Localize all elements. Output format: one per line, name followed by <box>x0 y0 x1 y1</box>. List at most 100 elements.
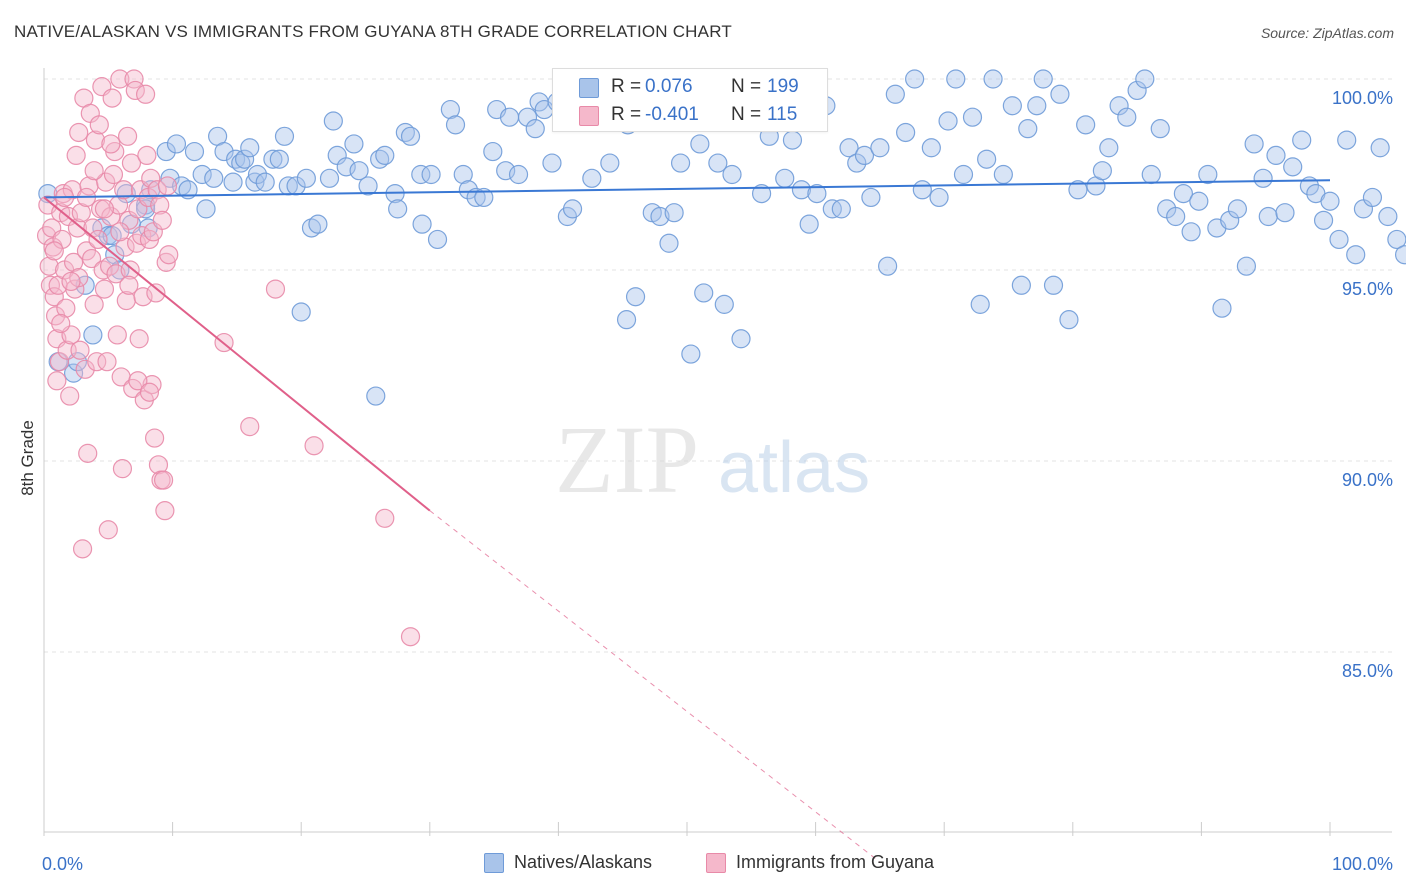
point-guyana <box>139 382 160 402</box>
point-natives <box>235 149 255 169</box>
x-tick-label: 0.0% <box>42 854 83 874</box>
point-natives <box>160 168 180 188</box>
point-natives <box>358 176 378 196</box>
point-guyana <box>114 180 134 200</box>
point-guyana <box>141 168 161 188</box>
point-natives <box>412 214 432 234</box>
point-guyana <box>112 459 133 479</box>
point-guyana <box>97 352 117 372</box>
point-natives <box>708 153 728 173</box>
point-natives <box>269 149 289 169</box>
point-natives <box>427 229 448 250</box>
point-natives <box>885 84 905 104</box>
stats-box: R = 0.076 N = 199 R = -0.401 N = 115 <box>552 68 828 132</box>
point-natives <box>1173 184 1193 204</box>
point-natives <box>1198 164 1218 185</box>
point-guyana <box>94 279 115 299</box>
point-natives <box>775 168 795 188</box>
point-natives <box>421 164 441 185</box>
point-natives <box>400 126 421 146</box>
point-guyana <box>47 371 67 391</box>
point-natives <box>1109 96 1129 116</box>
natives-legend-swatch-icon <box>484 853 504 873</box>
point-natives <box>1227 199 1248 219</box>
point-guyana <box>89 115 109 135</box>
point-guyana <box>78 443 98 463</box>
trend-lines <box>43 179 1331 863</box>
point-natives <box>1189 191 1209 211</box>
n-value: 199 <box>767 76 799 97</box>
point-natives <box>517 107 538 127</box>
point-natives <box>1370 138 1390 158</box>
point-natives <box>1135 69 1155 89</box>
point-natives <box>370 149 390 169</box>
point-natives <box>1236 256 1257 276</box>
point-natives <box>562 199 583 219</box>
point-guyana <box>44 241 64 261</box>
point-natives <box>166 134 187 154</box>
point-natives <box>296 168 316 188</box>
point-natives <box>135 199 156 219</box>
data-points <box>36 69 1406 647</box>
point-natives <box>582 168 602 188</box>
point-natives <box>1099 138 1119 158</box>
point-natives <box>714 294 734 314</box>
point-natives <box>670 153 691 173</box>
point-guyana <box>159 245 179 265</box>
point-guyana <box>60 386 80 406</box>
point-guyana <box>56 298 76 318</box>
point-guyana <box>375 508 395 528</box>
point-natives <box>388 199 408 219</box>
n-label: N = <box>731 76 762 97</box>
point-guyana <box>129 329 149 349</box>
point-guyana <box>153 470 174 490</box>
point-guyana <box>110 222 130 242</box>
point-guyana <box>39 256 59 276</box>
point-guyana <box>152 210 172 230</box>
point-natives <box>751 184 772 204</box>
point-natives <box>1166 206 1186 227</box>
stats-row-natives: R = 0.076 N = 199 <box>553 72 827 100</box>
point-natives <box>681 344 701 364</box>
point-natives <box>929 187 949 208</box>
point-natives <box>196 199 216 219</box>
point-natives <box>110 260 130 280</box>
point-natives <box>722 164 742 185</box>
point-guyana <box>44 287 64 307</box>
point-natives <box>847 153 867 173</box>
point-natives <box>366 386 386 406</box>
point-natives <box>807 184 827 204</box>
point-natives <box>1141 164 1161 185</box>
watermark-zip: ZIP <box>555 406 699 513</box>
point-guyana <box>157 176 178 196</box>
point-guyana <box>121 153 142 173</box>
point-guyana <box>142 375 162 395</box>
point-natives <box>962 107 983 127</box>
legend-item-natives[interactable]: Natives/Alaskans <box>484 852 684 876</box>
point-natives <box>1127 80 1147 101</box>
point-guyana <box>117 126 138 146</box>
point-natives <box>1378 206 1398 227</box>
point-natives <box>1050 84 1070 104</box>
point-guyana <box>49 352 70 372</box>
point-guyana <box>69 122 89 143</box>
point-natives <box>1346 245 1366 265</box>
point-natives <box>953 164 974 185</box>
point-guyana <box>101 206 121 227</box>
point-natives <box>1362 187 1383 208</box>
point-natives <box>1092 161 1112 181</box>
point-natives <box>625 287 646 307</box>
source-label: Source: ZipAtlas.com <box>1260 25 1394 41</box>
legend-item-guyana[interactable]: Immigrants from Guyana <box>706 852 966 876</box>
point-natives <box>1027 96 1047 116</box>
point-natives <box>156 141 176 162</box>
point-natives <box>542 153 562 173</box>
point-guyana <box>133 287 153 307</box>
point-natives <box>791 180 812 200</box>
point-guyana <box>87 352 107 372</box>
legend-label: Natives/Alaskans <box>514 852 653 872</box>
point-natives <box>970 294 990 314</box>
point-natives <box>839 138 859 158</box>
y-axis-label: 8th Grade <box>18 420 37 496</box>
